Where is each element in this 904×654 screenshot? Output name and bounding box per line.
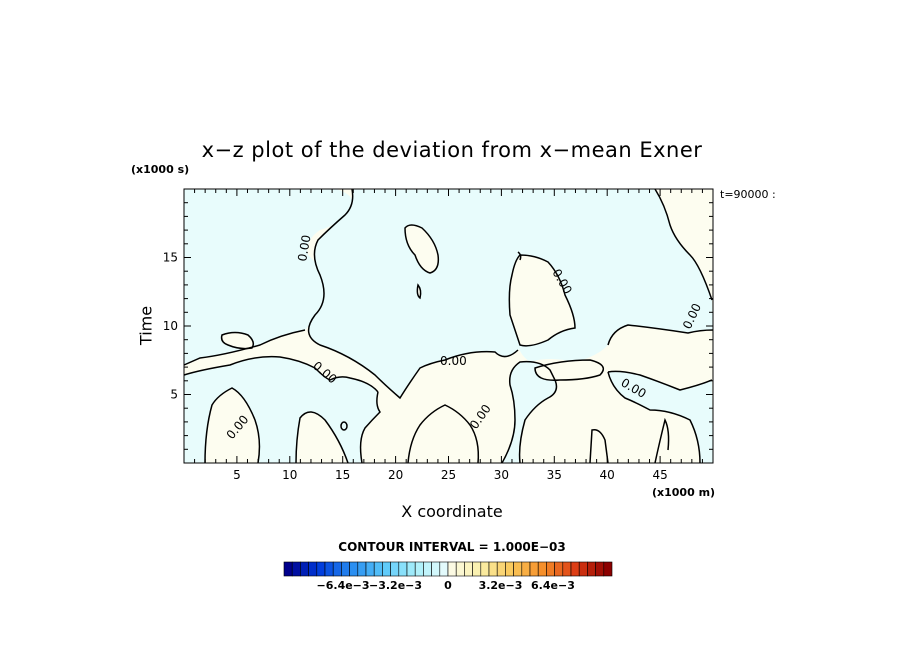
colorbar-cell (398, 561, 408, 577)
colorbar-cell (414, 561, 424, 577)
y-axis-label: Time (136, 305, 156, 346)
colorbar-tick-label: 6.4e−3 (531, 579, 575, 592)
chart-title: x−z plot of the deviation from x−mean Ex… (201, 138, 703, 162)
colorbar-tick-labels: −6.4e−3 −3.2e−3 0 3.2e−3 6.4e−3 (317, 579, 575, 592)
colorbar-cell (546, 561, 555, 577)
colorbar-cell (464, 561, 473, 577)
x-tick-label: 15 (335, 468, 350, 482)
x-tick-label: 10 (282, 468, 297, 482)
colorbar-cell (537, 561, 547, 577)
x-tick-label: 20 (388, 468, 403, 482)
x-tick-label: 30 (494, 468, 509, 482)
colorbar-cell (349, 561, 359, 577)
colorbar-cell (316, 561, 326, 577)
colorbar-cell (300, 561, 309, 577)
x-tick-label: 40 (600, 468, 615, 482)
colorbar-cell (365, 561, 375, 577)
x-tick-label: 45 (652, 468, 667, 482)
colorbar-cell (595, 561, 605, 577)
colorbar-cell (324, 561, 334, 577)
colorbar-cell (341, 561, 350, 577)
colorbar-cell (521, 561, 531, 577)
colorbar-cell (472, 561, 482, 577)
x-tick-label: 25 (441, 468, 456, 482)
colorbar-tick-label: 3.2e−3 (479, 579, 523, 592)
colorbar-cell (308, 561, 318, 577)
colorbar-cell (291, 561, 301, 577)
x-axis-label: X coordinate (401, 502, 503, 521)
colorbar-cell (603, 561, 613, 577)
colorbar-cell (562, 561, 572, 577)
y-tick-labels: 5 10 15 (163, 251, 178, 402)
colorbar-tick-label: −3.2e−3 (369, 579, 422, 592)
colorbar-cell (488, 561, 498, 577)
colorbar-cell (455, 561, 465, 577)
time-stamp: t=90000 : (720, 188, 776, 201)
colorbar-cell (283, 561, 293, 577)
contour-label: 0.00 (295, 234, 313, 263)
y-unit-label: (x1000 s) (131, 163, 190, 176)
colorbar-cell (382, 561, 391, 577)
colorbar (283, 561, 613, 577)
colorbar-cell (529, 561, 539, 577)
x-unit-label: (x1000 m) (652, 486, 716, 499)
colorbar-cell (505, 561, 514, 577)
colorbar-cell (357, 561, 367, 577)
colorbar-cell (587, 561, 596, 577)
y-ticks (184, 188, 713, 464)
x-tick-label: 35 (547, 468, 562, 482)
contour-lines (183, 188, 714, 464)
colorbar-cell (439, 561, 449, 577)
colorbar-tick-label: −6.4e−3 (317, 579, 370, 592)
colorbar-cell (447, 561, 457, 577)
contour-label: 0.00 (440, 354, 467, 368)
x-ticks (183, 189, 714, 463)
colorbar-cell (373, 561, 383, 577)
y-tick-label: 15 (163, 251, 178, 265)
colorbar-cell (554, 561, 564, 577)
y-tick-label: 5 (170, 388, 178, 402)
colorbar-cell (480, 561, 490, 577)
colorbar-cell (578, 561, 588, 577)
colorbar-cell (390, 561, 400, 577)
positive-islands (220, 224, 605, 381)
colorbar-cell (332, 561, 342, 577)
colorbar-tick-label: 0 (444, 579, 452, 592)
colorbar-cell (513, 561, 523, 577)
y-tick-label: 10 (163, 319, 178, 333)
x-tick-labels: 5 10 15 20 25 30 35 40 45 (233, 468, 668, 482)
colorbar-cell (431, 561, 441, 577)
contour-interval-label: CONTOUR INTERVAL = 1.000E−03 (338, 540, 566, 554)
colorbar-cell (423, 561, 432, 577)
colorbar-cell (496, 561, 506, 577)
colorbar-cell (406, 561, 416, 577)
colorbar-cell (570, 561, 580, 577)
x-tick-label: 5 (233, 468, 241, 482)
